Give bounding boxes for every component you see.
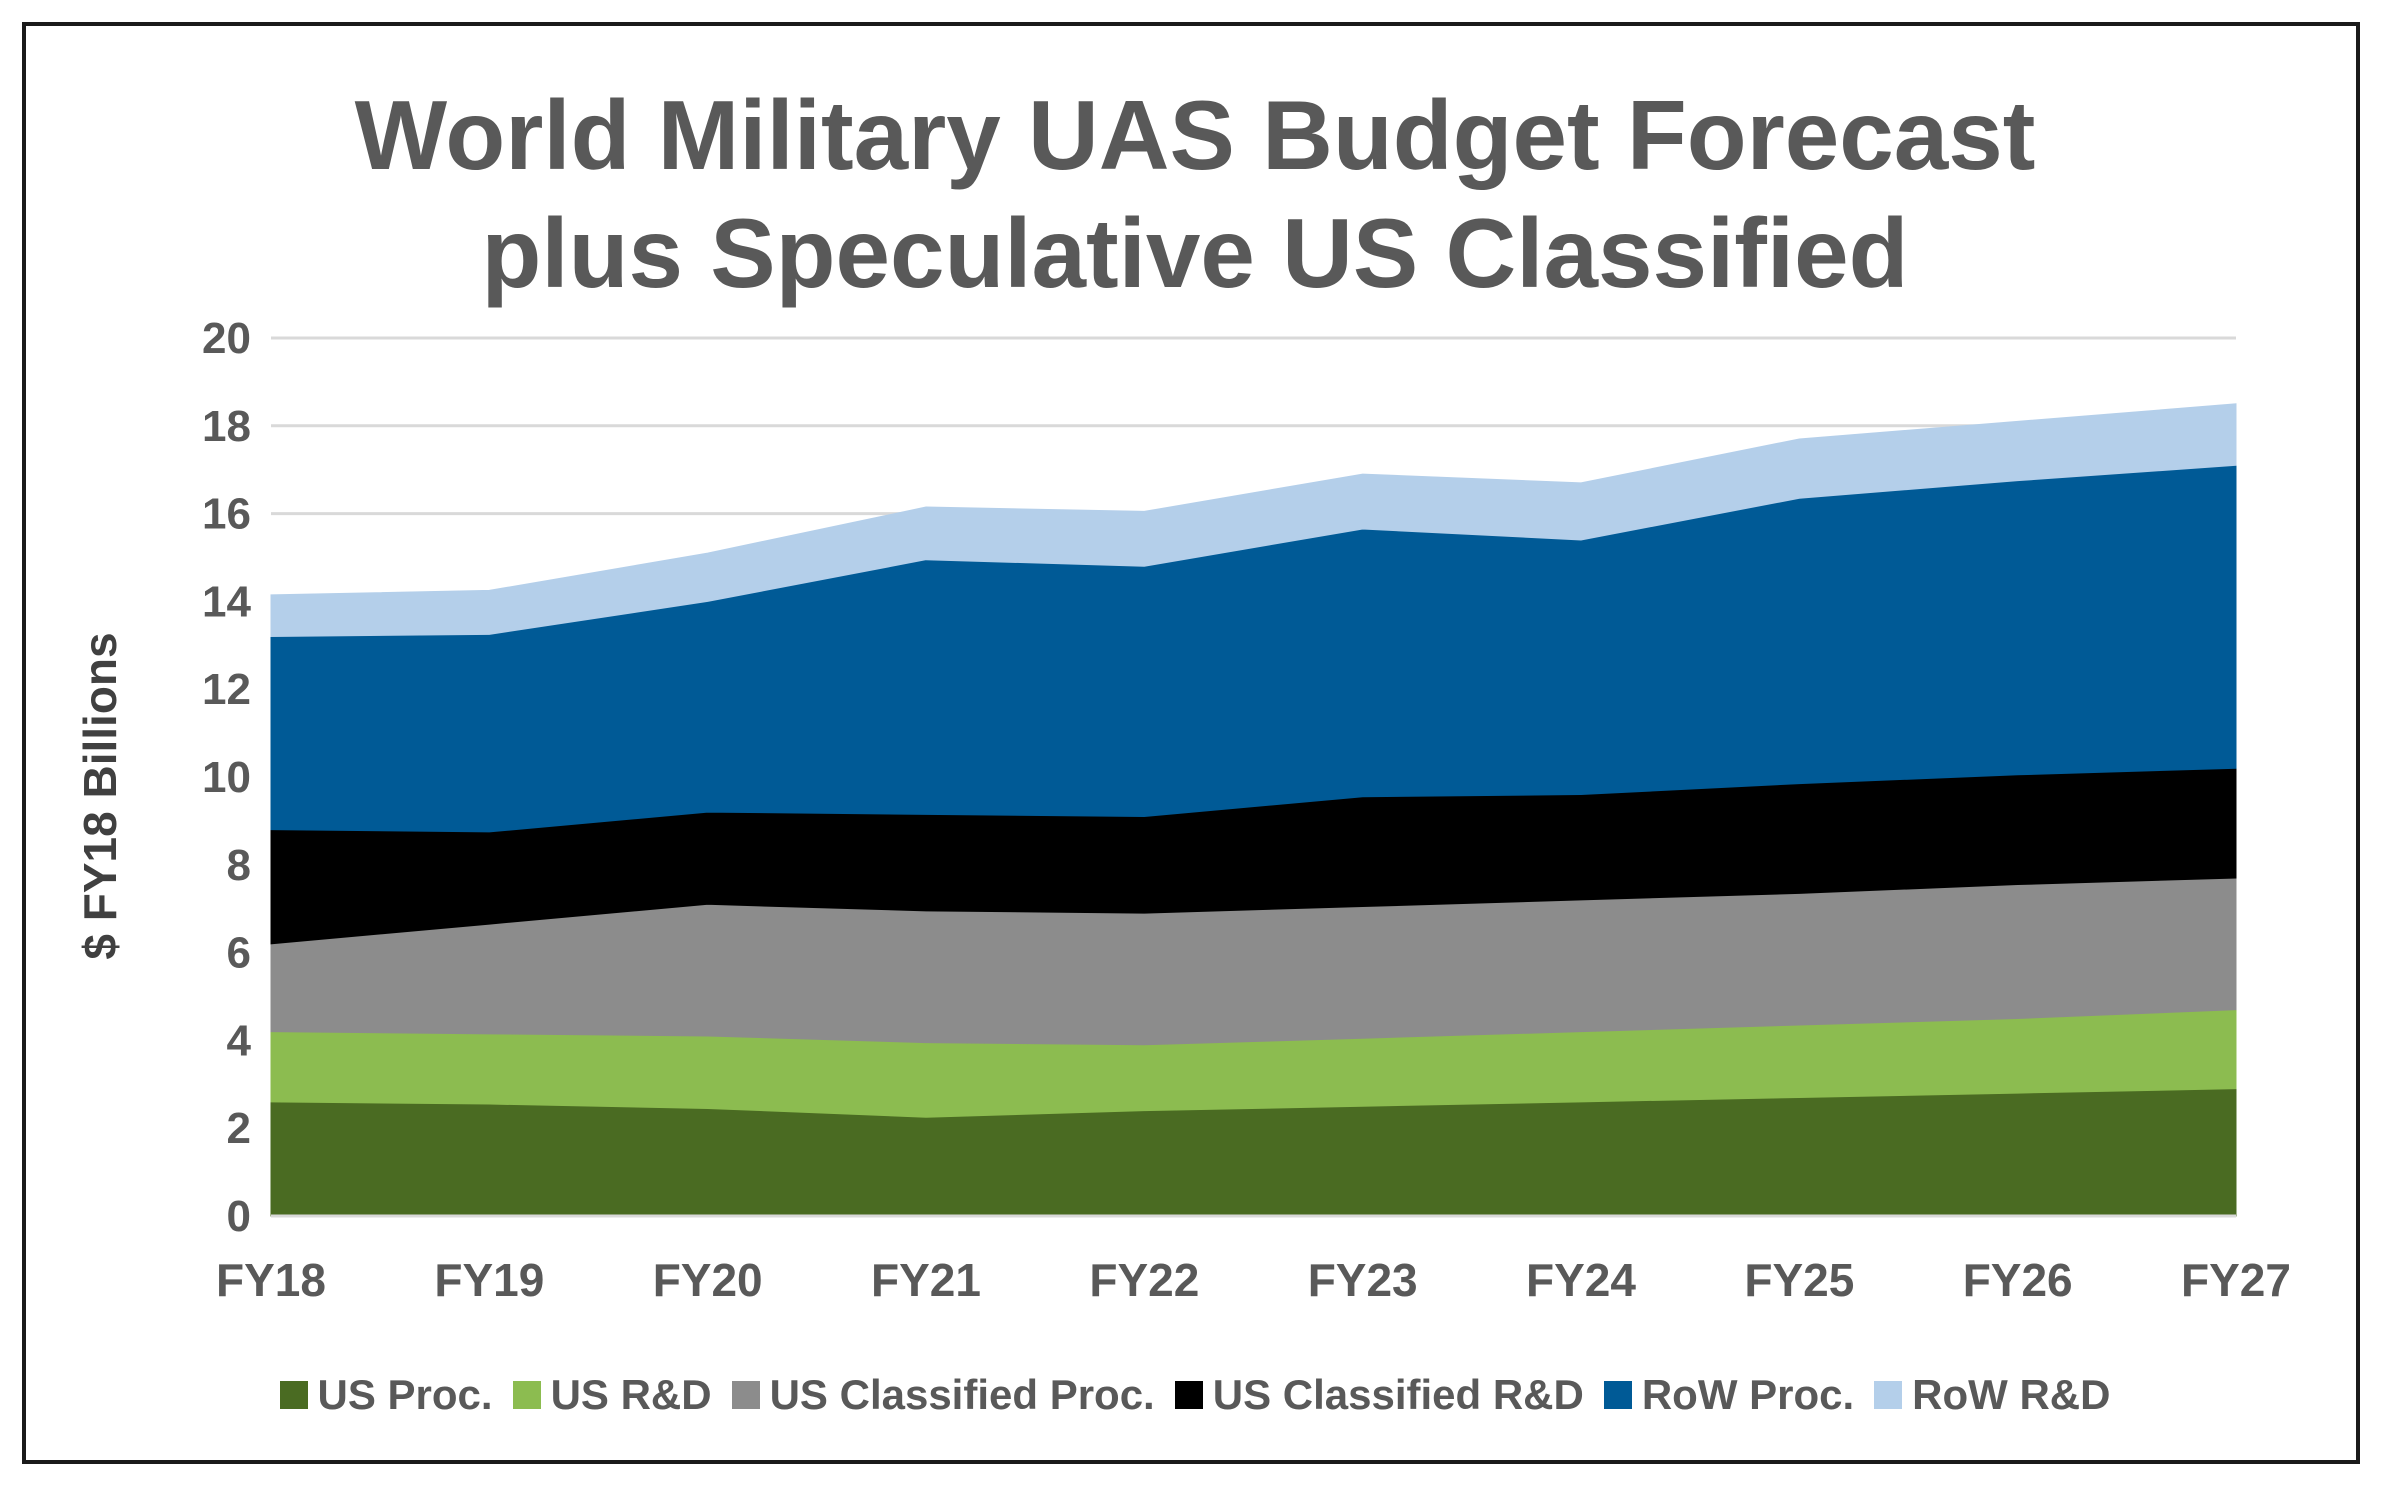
x-tick-label: FY20 — [653, 1254, 763, 1306]
y-tick-label: 0 — [227, 1192, 251, 1241]
legend-label: US Classified Proc. — [769, 1371, 1155, 1418]
legend-swatch — [1603, 1381, 1632, 1409]
legend-label: RoW R&D — [1912, 1371, 2111, 1418]
area-row-r-d — [270, 403, 2237, 638]
legend-item: US R&D — [512, 1371, 712, 1419]
chart-title: World Military UAS Budget Forecast plus … — [26, 76, 2364, 312]
x-tick-label: FY25 — [1744, 1254, 1854, 1306]
x-tick-label: FY24 — [1526, 1254, 1636, 1306]
x-tick-label: FY27 — [2181, 1254, 2291, 1306]
y-tick-label: 18 — [202, 402, 251, 451]
area-series — [270, 403, 2237, 1217]
y-tick-labels: 0 2 4 6 8 10 12 14 16 18 20 — [202, 314, 251, 1241]
legend: US Proc. US R&D US Classified Proc. US Clas… — [26, 1371, 2364, 1419]
y-tick-label: 10 — [202, 753, 251, 802]
x-tick-label: FY18 — [216, 1254, 326, 1306]
x-tick-label: FY26 — [1963, 1254, 2073, 1306]
x-tick-label: FY23 — [1308, 1254, 1418, 1306]
x-tick-label: FY19 — [434, 1254, 544, 1306]
legend-item: RoW Proc. — [1603, 1371, 1855, 1419]
y-tick-label: 8 — [227, 841, 251, 890]
legend-swatch — [1174, 1381, 1203, 1409]
y-tick-label: 12 — [202, 665, 251, 714]
y-tick-label: 14 — [202, 577, 251, 626]
y-axis-label: $ FY18 Billions — [74, 632, 126, 959]
y-tick-label: 2 — [227, 1104, 251, 1153]
chart-title-line-1: World Military UAS Budget Forecast — [354, 80, 2036, 190]
legend-swatch — [279, 1381, 308, 1409]
legend-item: US Classified R&D — [1174, 1371, 1584, 1419]
chart-frame: World Military UAS Budget Forecast plus … — [22, 22, 2360, 1464]
y-tick-label: 20 — [202, 314, 251, 363]
legend-label: US R&D — [550, 1371, 712, 1418]
x-tick-label: FY21 — [871, 1254, 981, 1306]
legend-swatch — [1874, 1381, 1903, 1409]
legend-item: US Classified Proc. — [731, 1371, 1155, 1419]
chart-title-line-2: plus Speculative US Classified — [481, 198, 1909, 308]
x-tick-label: FY22 — [1089, 1254, 1199, 1306]
x-tick-labels: FY18 FY19 FY20 FY21 FY22 FY23 FY24 FY25 FY26 FY27 — [216, 1254, 2291, 1306]
legend-item: RoW R&D — [1874, 1371, 2110, 1419]
legend-item: US Proc. — [279, 1371, 493, 1419]
y-tick-label: 16 — [202, 490, 251, 539]
legend-label: RoW Proc. — [1641, 1371, 1855, 1418]
legend-swatch — [512, 1381, 541, 1409]
legend-label: US Proc. — [317, 1371, 493, 1418]
y-tick-label: 6 — [227, 929, 251, 978]
y-tick-label: 4 — [227, 1016, 252, 1065]
legend-swatch — [731, 1381, 760, 1409]
legend-label: US Classified R&D — [1212, 1371, 1584, 1418]
